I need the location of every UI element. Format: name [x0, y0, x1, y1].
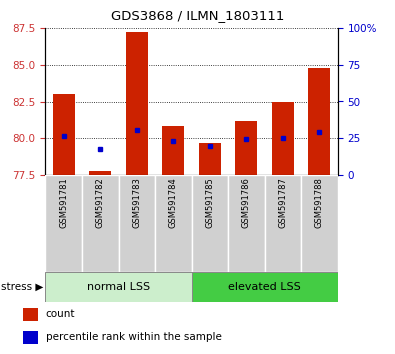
Text: stress ▶: stress ▶ [1, 282, 43, 292]
FancyBboxPatch shape [301, 175, 338, 272]
Text: GSM591783: GSM591783 [132, 177, 141, 228]
FancyBboxPatch shape [192, 175, 228, 272]
Bar [272, 102, 294, 175]
Text: GSM591785: GSM591785 [205, 177, 214, 228]
Bar [23, 331, 38, 344]
Text: GSM591786: GSM591786 [242, 177, 251, 228]
FancyBboxPatch shape [265, 175, 301, 272]
Bar [126, 33, 148, 175]
Text: percentile rank within the sample: percentile rank within the sample [46, 332, 222, 342]
Text: normal LSS: normal LSS [87, 282, 150, 292]
Bar [308, 68, 330, 175]
FancyBboxPatch shape [45, 175, 82, 272]
Text: count: count [46, 309, 75, 319]
FancyBboxPatch shape [228, 175, 265, 272]
FancyBboxPatch shape [45, 272, 192, 302]
Text: GDS3868 / ILMN_1803111: GDS3868 / ILMN_1803111 [111, 9, 284, 22]
FancyBboxPatch shape [118, 175, 155, 272]
Bar [162, 126, 184, 175]
Bar [23, 308, 38, 321]
Bar [235, 121, 258, 175]
Text: GSM591784: GSM591784 [169, 177, 178, 228]
Text: GSM591787: GSM591787 [278, 177, 288, 228]
FancyBboxPatch shape [82, 175, 118, 272]
Bar [53, 94, 75, 175]
Text: GSM591788: GSM591788 [315, 177, 324, 228]
FancyBboxPatch shape [155, 175, 192, 272]
Bar [199, 143, 221, 175]
Bar [89, 171, 111, 175]
Text: elevated LSS: elevated LSS [228, 282, 301, 292]
Text: GSM591782: GSM591782 [96, 177, 105, 228]
Text: GSM591781: GSM591781 [59, 177, 68, 228]
FancyBboxPatch shape [192, 272, 338, 302]
